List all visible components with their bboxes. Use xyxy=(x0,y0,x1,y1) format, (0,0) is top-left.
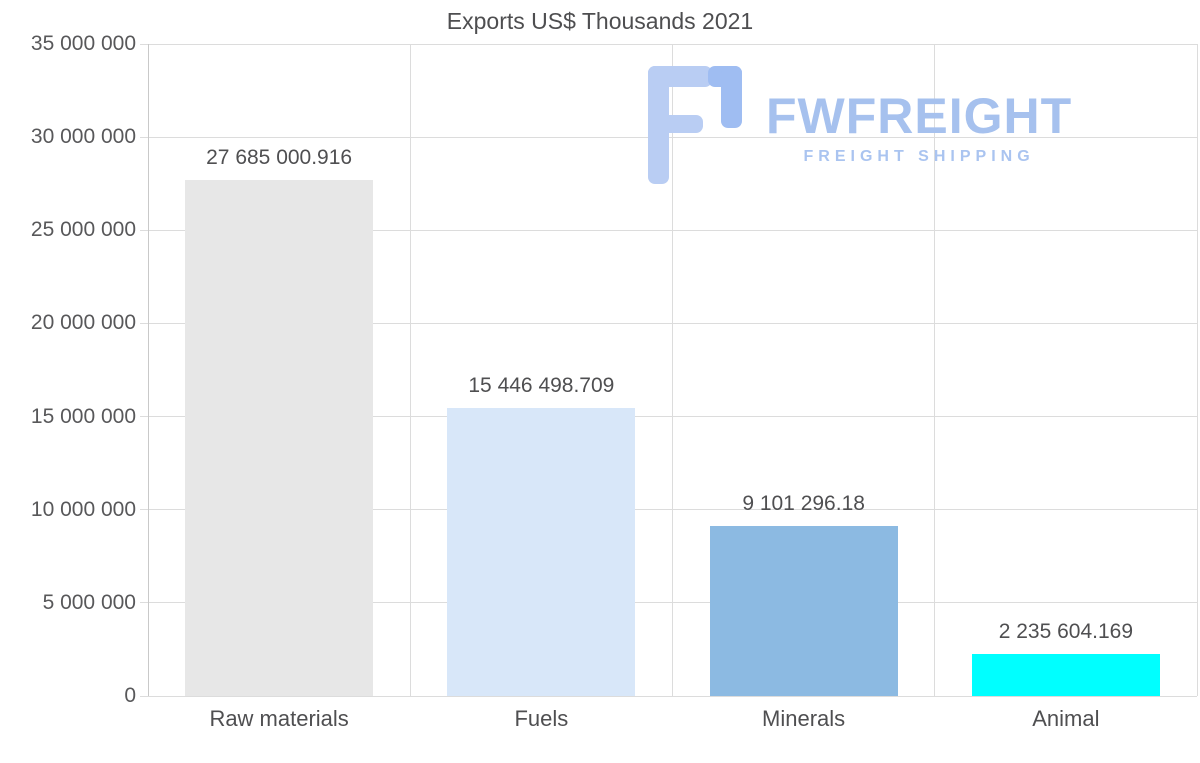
y-axis-label: 20 000 000 xyxy=(30,311,136,335)
logo-text-block: FWFREIGHT FREIGHT SHIPPING xyxy=(766,66,1072,166)
y-axis-tick xyxy=(140,509,148,511)
logo: FWFREIGHT FREIGHT SHIPPING xyxy=(648,66,1072,189)
x-axis-label-fuels: Fuels xyxy=(514,706,569,731)
bar-value-label-minerals: 9 101 296.18 xyxy=(742,492,865,516)
bar-value-label-raw-materials: 27 685 000.916 xyxy=(206,146,353,170)
bar-fuels xyxy=(447,408,636,696)
y-axis-tick xyxy=(140,602,148,604)
x-axis-label-animal: Animal xyxy=(1032,706,1100,731)
y-axis-tick xyxy=(140,322,148,324)
y-axis-label: 0 xyxy=(124,684,136,707)
gridline-horizontal xyxy=(148,695,1197,697)
bar-raw-materials xyxy=(185,180,374,696)
gridline-vertical xyxy=(672,44,673,696)
y-axis-label: 10 000 000 xyxy=(30,497,136,521)
gridline-vertical xyxy=(934,44,936,696)
y-axis-label: 5 000 000 xyxy=(42,590,136,614)
gridline-vertical xyxy=(1196,44,1198,696)
y-axis-label: 30 000 000 xyxy=(30,125,136,149)
y-axis-tick xyxy=(140,416,148,418)
bar-value-label-fuels: 15 446 498.709 xyxy=(468,374,615,398)
y-axis-label: 35 000 000 xyxy=(30,32,136,55)
logo-name: FWFREIGHT xyxy=(766,88,1073,144)
fwfreight-logo-icon xyxy=(648,66,744,189)
bar-animal xyxy=(971,654,1160,696)
bar-minerals xyxy=(709,526,898,696)
y-axis-tick xyxy=(140,43,148,45)
chart-title: Exports US$ Thousands 2021 xyxy=(446,8,754,34)
y-axis-line xyxy=(147,44,149,696)
y-axis-label: 25 000 000 xyxy=(30,218,136,242)
x-axis-label-raw-materials: Raw materials xyxy=(209,706,349,731)
y-axis-tick xyxy=(140,136,148,138)
bar-value-label-animal: 2 235 604.169 xyxy=(998,620,1134,644)
y-axis-label: 15 000 000 xyxy=(30,404,136,428)
gridline-vertical xyxy=(409,44,411,696)
logo-tagline: FREIGHT SHIPPING xyxy=(803,148,1035,165)
y-axis-tick xyxy=(140,695,148,697)
x-axis-label-minerals: Minerals xyxy=(762,706,846,731)
y-axis-tick xyxy=(140,229,148,231)
